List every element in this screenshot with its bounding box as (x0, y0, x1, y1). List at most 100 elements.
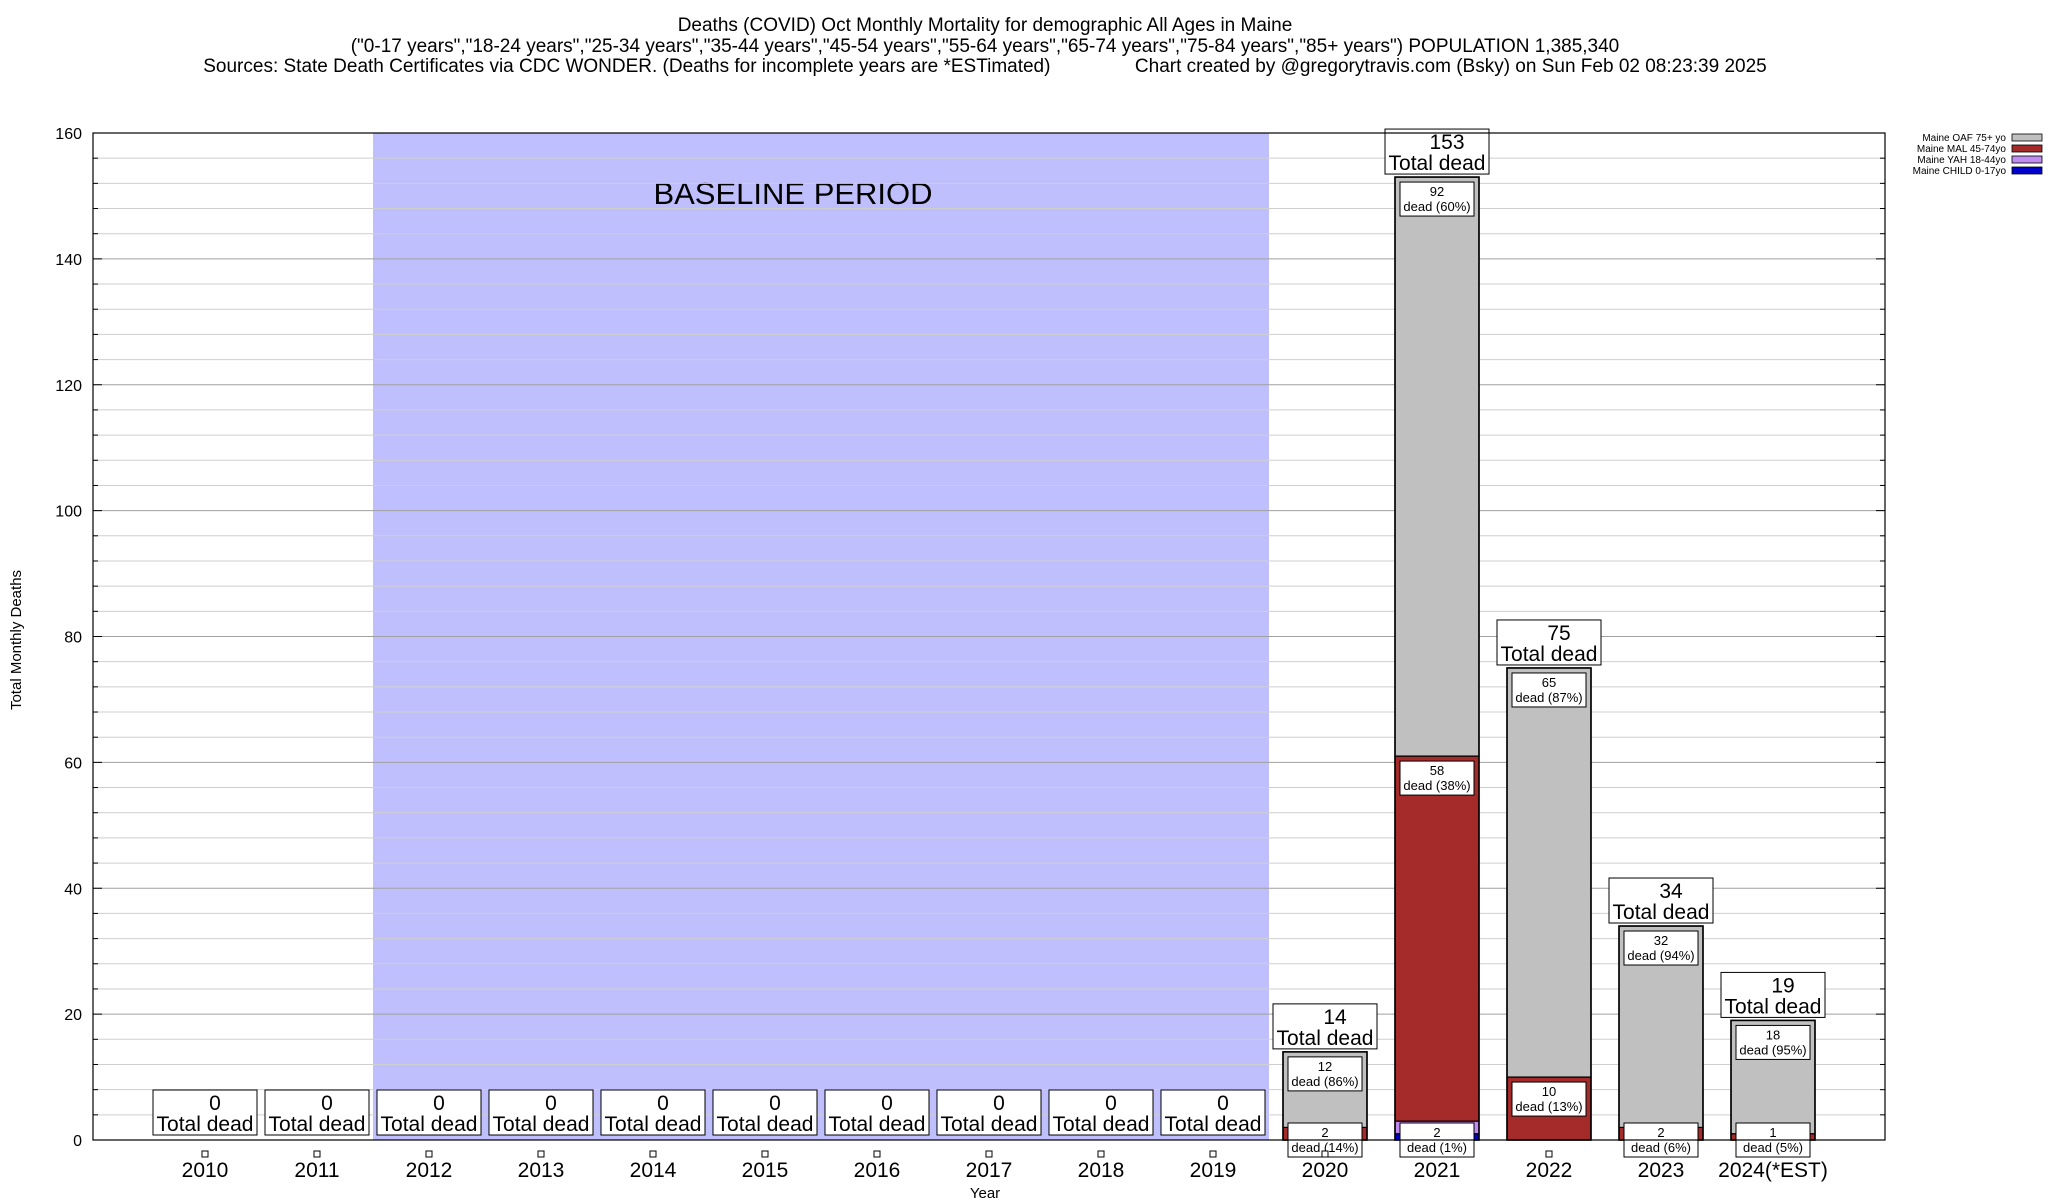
total-value: 0 (545, 1092, 557, 1115)
x-tick-label: 2010 (182, 1159, 229, 1182)
zero-marker (425, 1150, 433, 1158)
x-tick-label: 2023 (1638, 1159, 1685, 1182)
zero-marker (649, 1150, 657, 1158)
segment-value: 65 (1542, 675, 1556, 690)
y-tick-label: 120 (55, 378, 82, 395)
total-value: 34 (1659, 880, 1683, 903)
legend-swatch (2011, 133, 2043, 142)
x-tick-label: 2012 (406, 1159, 453, 1182)
x-tick-label: 2020 (1302, 1159, 1349, 1182)
chart-title: Deaths (COVID) Oct Monthly Mortality for… (203, 15, 1767, 77)
title-line-2: ("0-17 years","18-24 years","25-34 years… (351, 36, 1620, 57)
total-value: 75 (1547, 622, 1570, 645)
grid-lines (93, 132, 1885, 1141)
total-value: 0 (433, 1092, 445, 1115)
total-dead-label: Total dead (1501, 643, 1598, 666)
title-line-3: Sources: State Death Certificates via CD… (203, 56, 1767, 77)
zero-marker (1545, 1150, 1553, 1158)
x-axis-label: Year (970, 1185, 1000, 1200)
total-dead-label: Total dead (493, 1113, 590, 1136)
total-dead-label: Total dead (717, 1113, 814, 1136)
total-dead-label: Total dead (1389, 152, 1486, 175)
segment-percent: dead (13%) (1515, 1099, 1582, 1114)
total-dead-label: Total dead (1165, 1113, 1262, 1136)
total-value: 0 (993, 1092, 1005, 1115)
segment-label-box (1399, 181, 1475, 217)
legend-swatch (2011, 166, 2043, 175)
total-dead-label: Total dead (1053, 1113, 1150, 1136)
segment-value: 18 (1766, 1027, 1780, 1042)
legend-label: Maine MAL 45-74yo (1917, 144, 2007, 155)
x-tick-label: 2014 (630, 1159, 677, 1182)
legend-label: Maine YAH 18-44yo (1917, 155, 2006, 166)
total-dead-label: Total dead (605, 1113, 702, 1136)
zero-marker (313, 1150, 321, 1158)
total-dead-label: Total dead (157, 1113, 254, 1136)
segment-value: 92 (1430, 184, 1444, 199)
x-tick-label: 2017 (966, 1159, 1013, 1182)
total-label-box (1272, 1003, 1378, 1050)
total-dead-label: Total dead (1613, 901, 1710, 924)
segment-value: 32 (1654, 933, 1668, 948)
bar-segment-maine-oaf-75-yo (1506, 667, 1592, 1078)
segment-value: 12 (1318, 1059, 1332, 1074)
y-tick-label: 100 (55, 504, 82, 521)
y-tick-label: 160 (55, 126, 82, 143)
segment-percent: dead (14%) (1291, 1140, 1358, 1155)
total-value: 0 (209, 1092, 221, 1115)
total-dead-label: Total dead (381, 1113, 478, 1136)
segment-percent: dead (95%) (1739, 1042, 1806, 1057)
zero-marker (1209, 1150, 1217, 1158)
segment-label-box (1511, 672, 1587, 708)
title-line-1: Deaths (COVID) Oct Monthly Mortality for… (678, 15, 1293, 36)
total-value: 0 (881, 1092, 893, 1115)
segment-value: 10 (1542, 1084, 1556, 1099)
segment-percent: dead (38%) (1403, 778, 1470, 793)
segment-percent: dead (5%) (1743, 1140, 1803, 1155)
zero-marker (985, 1150, 993, 1158)
y-tick-label: 40 (64, 881, 82, 898)
total-dead-label: Total dead (1725, 995, 1822, 1018)
total-value: 19 (1771, 974, 1794, 997)
zero-marker (1321, 1150, 1329, 1158)
y-tick-label: 0 (73, 1133, 82, 1150)
segment-percent: dead (60%) (1403, 199, 1470, 214)
bar-segment-maine-oaf-75-yo (1394, 176, 1480, 757)
total-label-box (264, 1089, 370, 1136)
total-value: 0 (769, 1092, 781, 1115)
segment-percent: dead (6%) (1631, 1140, 1691, 1155)
legend-swatch (2011, 144, 2043, 153)
segment-value: 58 (1430, 763, 1444, 778)
total-label-box (712, 1089, 818, 1136)
total-value: 0 (657, 1092, 669, 1115)
x-tick-label: 2024(*EST) (1718, 1159, 1828, 1182)
segment-percent: dead (94%) (1627, 948, 1694, 963)
x-tick-label: 2016 (854, 1159, 901, 1182)
total-label-box (1384, 128, 1490, 175)
x-tick-label: 2019 (1190, 1159, 1237, 1182)
total-label-box (1720, 971, 1826, 1018)
x-tick-label: 2022 (1526, 1159, 1573, 1182)
y-axis-label: Total Monthly Deaths (8, 570, 25, 710)
total-label-box (152, 1089, 258, 1136)
total-label-box (824, 1089, 930, 1136)
total-label-box (600, 1089, 706, 1136)
legend-swatch (2011, 155, 2043, 164)
segment-label-box (1623, 930, 1699, 966)
y-tick-label: 60 (64, 755, 82, 772)
zero-marker (1097, 1150, 1105, 1158)
segment-value: 2 (1657, 1125, 1664, 1140)
zero-marker (537, 1150, 545, 1158)
zero-marker (201, 1150, 209, 1158)
total-value: 153 (1429, 131, 1464, 154)
segment-percent: dead (1%) (1407, 1140, 1467, 1155)
segment-value: 2 (1433, 1125, 1440, 1140)
total-dead-label: Total dead (829, 1113, 926, 1136)
total-label-box (936, 1089, 1042, 1136)
zero-marker (873, 1150, 881, 1158)
y-tick-label: 140 (55, 252, 82, 269)
x-tick-label: 2015 (742, 1159, 789, 1182)
